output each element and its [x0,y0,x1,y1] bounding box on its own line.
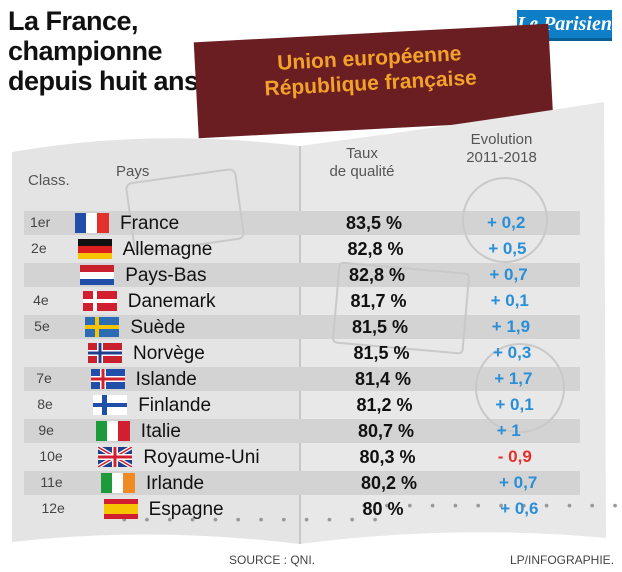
col-evolution-header-line-1: Evolution [470,131,533,148]
col-rate-header: Taux de qualité [327,145,397,181]
row-stripe [24,211,580,235]
credit-note: LP/INFOGRAPHIE. [510,553,615,567]
table-row: 1er France 83,5 % + 0,2 [0,211,622,237]
row-stripe [24,263,580,287]
col-rate-header-line-2: de qualité [329,163,395,180]
country-name: Danemark [127,291,216,312]
country-name: Pays-Bas [125,265,207,286]
denmark-flag-icon [82,291,117,311]
headline-line-1: La France, [8,6,139,36]
netherlands-flag-icon [80,265,115,285]
rank-label: 1er [30,214,51,230]
country-name: Suède [130,317,186,338]
table-row: 11e Irlande 80,2 % + 0,7 [0,471,622,497]
stamps [125,168,565,433]
quality-rate: 81,5 % [352,317,409,337]
rank-label: 10e [39,448,63,464]
table-row: Norvège 81,5 % + 0,3 [0,341,622,367]
quality-rate: 81,2 % [356,395,413,415]
headline-line-3: depuis huit ans [8,66,199,96]
ireland-flag-icon [101,473,135,493]
country-name: Norvège [133,343,205,364]
france-flag-icon [75,213,109,233]
col-rank-header: Class. [28,172,70,189]
quality-rate: 81,4 % [355,369,412,389]
evolution-value: + 0,6 [500,499,539,518]
table-row: 7e Islande 81,4 % + 1,7 [0,367,622,393]
rank-label: 7e [36,370,52,386]
rank-label: 11e [40,474,63,490]
mrz-right: • • • • • • • • • • • • [360,499,622,515]
evolution-value: + 0,1 [490,291,529,310]
table-row: 2e Allemagne 82,8 % + 0,5 [0,237,622,263]
col-country-header: Pays [116,163,150,180]
evolution-value: + 0,7 [499,473,538,492]
table-row: 4e Danemark 81,7 % + 0,1 [0,289,622,315]
evolution-value: + 0,5 [488,239,527,258]
germany-flag-icon [77,239,112,259]
country-name: Royaume-Uni [143,447,260,468]
country-name: Italie [140,421,181,442]
table-row: 10e Royaume-Uni 80,3 % - 0,9 [0,445,622,471]
italy-flag-icon [95,421,130,441]
country-name: Islande [135,369,197,390]
headline-line-2: championne [8,36,163,66]
rank-label: 12e [41,500,65,516]
quality-rate: 81,7 % [350,291,407,311]
norway-flag-icon [88,343,122,363]
spain-flag-icon [103,499,138,519]
country-name: Irlande [146,473,205,494]
rank-label: 9e [38,422,54,438]
rank-label: 2e [31,240,47,256]
evolution-value: + 0,3 [493,343,532,362]
table-row: Pays-Bas 82,8 % + 0,7 [0,263,622,289]
source-note: SOURCE : QNI. [229,553,316,567]
country-name: Finlande [138,395,212,416]
quality-rate: 80 % [362,499,404,519]
rank-label: 5e [34,318,50,334]
quality-rate: 83,5 % [346,213,403,233]
quality-rate: 81,5 % [353,343,410,363]
rank-label: 4e [33,292,49,308]
uk-flag-icon [97,445,134,469]
country-name: Espagne [148,499,224,520]
iceland-flag-icon [90,369,125,389]
table-row: 9e Italie 80,7 % + 1 [0,419,622,445]
evolution-value: + 0,1 [495,395,534,414]
evolution-value: + 1,9 [491,317,531,336]
rank-label: 8e [37,396,53,412]
mrz-left: • • • • • • • • • • • • [120,513,382,529]
evolution-value: + 1,7 [494,369,533,388]
headline: La France, championne depuis huit ans [8,6,208,96]
country-name: Allemagne [122,239,213,260]
table-row: 12e Espagne 80 % + 0,6 [0,497,622,523]
finland-flag-icon [93,395,128,415]
evolution-value: + 0,7 [489,265,528,284]
col-evolution-header: Evolution 2011-2018 [454,131,549,167]
quality-rate: 80,2 % [361,473,418,493]
country-name: France [120,213,180,234]
col-evolution-header-line-2: 2011-2018 [466,149,537,166]
quality-rate: 80,3 % [359,447,416,467]
evolution-value: - 0,9 [497,447,532,466]
table-row: 5e Suède 81,5 % + 1,9 [0,315,622,341]
table-row: 8e Finlande 81,2 % + 0,1 [0,393,622,419]
quality-rate: 82,8 % [349,265,406,285]
sweden-flag-icon [85,317,120,337]
evolution-value: + 0,2 [487,213,526,232]
quality-rate: 80,7 % [358,421,415,441]
col-rate-header-line-1: Taux [346,145,378,162]
evolution-value: + 1 [496,421,521,440]
quality-rate: 82,8 % [347,239,404,259]
